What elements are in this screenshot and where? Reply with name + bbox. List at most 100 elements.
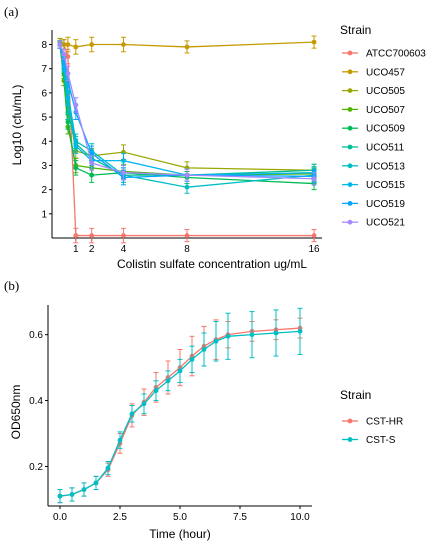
panel-a-legend-label-uco511: UCO511 — [366, 143, 405, 154]
panel-b-point-cst-s — [273, 330, 279, 336]
panel-b-point-cst-s — [117, 437, 123, 443]
panel-b-legend-label-cst-s: CST-S — [366, 435, 396, 446]
panel-a-legend-marker-uco519 — [347, 201, 353, 206]
panel-b-point-cst-s — [189, 356, 195, 362]
panel-a-legend-label-uco457: UCO457 — [366, 67, 405, 78]
panel-a-legend-label-uco507: UCO507 — [366, 105, 405, 116]
panel-b-point-cst-s — [165, 378, 171, 384]
panel-a-point-uco515 — [65, 95, 71, 101]
panel-a-point-uco521 — [184, 172, 190, 178]
panel-b-y-tick-label: 0.4 — [29, 396, 43, 407]
panel-b-y-tick-label: 0.2 — [29, 462, 43, 473]
panel-a-y-tick-label: 2 — [41, 185, 47, 196]
panel-a-point-atcc700603 — [121, 233, 126, 238]
panel-a-point-atcc700603 — [311, 233, 317, 238]
panel-b-point-cst-s — [225, 333, 231, 339]
panel-a-point-uco521 — [57, 42, 63, 47]
panel-a-point-uco457 — [184, 44, 190, 50]
panel-a-x-tick-label: 16 — [308, 244, 320, 255]
panel-a-point-uco521 — [121, 170, 126, 176]
panel-a-legend-label-uco515: UCO515 — [366, 180, 405, 191]
panel-a-legend-marker-uco513 — [347, 163, 353, 169]
panel-b-x-tick-label: 2.5 — [113, 512, 127, 523]
panel-a-point-uco457 — [89, 42, 95, 47]
panel-b-point-cst-s — [213, 338, 219, 344]
panel-a-legend-label-uco519: UCO519 — [366, 199, 405, 210]
panel-a-point-uco511 — [65, 109, 71, 115]
panel-a-x-tick-label: 4 — [121, 244, 127, 255]
panel-a-point-uco509 — [65, 119, 71, 125]
panel-b-point-cst-s — [201, 347, 207, 352]
panel-a-point-uco515 — [121, 158, 126, 164]
panel-a-point-uco521 — [311, 176, 317, 182]
panel-a-y-tick-label: 7 — [41, 64, 47, 75]
panel-b-point-cst-s — [69, 492, 75, 497]
panel-a-legend-marker-atcc700603 — [347, 50, 353, 56]
panel-a-series-line-atcc700603 — [59, 41, 315, 237]
panel-b-x-tick-label: 10.0 — [290, 512, 310, 523]
panel-a-legend-label-uco513: UCO513 — [366, 161, 405, 172]
panel-a-point-uco457 — [65, 42, 71, 47]
panel-a-point-uco521 — [61, 51, 67, 57]
panel-a-x-tick-label: 8 — [184, 244, 190, 255]
panel-b-legend-title: Strain — [340, 388, 371, 402]
panel-b-legend-marker-cst-hr — [347, 418, 353, 424]
panel-b-plot: 0.2 0.4 0.6 0.0 2.5 5.0 7.5 10.0 — [29, 305, 312, 523]
panel-b-x-tick-label: 5.0 — [173, 512, 187, 523]
panel-a-x-tick-label: 2 — [89, 244, 95, 255]
panel-b-y-tick-label: 0.6 — [29, 330, 43, 341]
panel-a-series-line-uco519 — [59, 44, 315, 179]
panel-a-label: (a) — [4, 4, 18, 19]
panel-a-point-atcc700603 — [73, 233, 79, 238]
panel-b-legend: CST-HR CST-S — [342, 417, 403, 446]
panel-b-x-tick-label: 7.5 — [233, 512, 247, 523]
panel-b-label: (b) — [4, 278, 19, 293]
panel-a-point-uco509 — [89, 172, 95, 178]
panel-a-legend-marker-uco457 — [347, 69, 353, 75]
panel-a-point-uco513 — [184, 184, 190, 190]
panel-a-y-tick-label: 3 — [41, 161, 47, 172]
panel-a-legend-marker-uco509 — [347, 125, 353, 131]
panel-b-point-cst-s — [57, 493, 63, 499]
panel-b-y-axis-title: OD650nm — [9, 385, 23, 440]
panel-a-legend-marker-uco511 — [347, 144, 353, 150]
panel-a-legend-label-uco509: UCO509 — [366, 124, 405, 135]
panel-b-point-cst-s — [177, 368, 183, 374]
panel-a-legend-label-uco505: UCO505 — [366, 86, 405, 97]
panel-b-point-cst-s — [249, 332, 255, 338]
panel-b-point-cst-s — [105, 465, 111, 471]
panel-a-y-axis-title: Log10 (cfu/mL) — [10, 85, 24, 166]
panel-a-y-tick-label: 6 — [41, 88, 47, 99]
panel-a-point-uco521 — [65, 71, 71, 76]
panel-b-point-cst-s — [297, 328, 303, 334]
panel-b-legend-marker-cst-s — [347, 437, 353, 442]
panel-b-x-axis-title: Time (hour) — [149, 527, 211, 541]
panel-a-legend-marker-uco521 — [347, 219, 353, 225]
panel-a-legend-marker-uco507 — [347, 107, 353, 112]
panel-a-legend-label-atcc700603: ATCC700603 — [366, 49, 426, 60]
panel-b-x-tick-label: 0.0 — [53, 512, 67, 523]
panel-a-legend-marker-uco505 — [347, 88, 353, 93]
panel-a-x-tick-label: 1 — [73, 244, 79, 255]
panel-a-y-tick-label: 8 — [41, 40, 47, 51]
panel-a-series-line-uco505 — [59, 41, 315, 171]
panel-b: (b) 0.2 0.4 0.6 0.0 2.5 5.0 7.5 10.0 Time (hour… — [4, 278, 403, 541]
panel-a-legend-title: Strain — [340, 23, 371, 37]
panel-a-point-uco457 — [73, 44, 79, 50]
panel-a-y-tick-label: 1 — [41, 209, 47, 220]
panel-b-point-cst-s — [93, 480, 99, 486]
panel-a-point-atcc700603 — [65, 54, 71, 60]
panel-a-point-uco521 — [73, 102, 79, 108]
panel-a-series-line-uco521 — [59, 44, 315, 180]
panel-a-point-uco509 — [73, 165, 79, 171]
panel-a-point-uco515 — [73, 143, 79, 149]
panel-a-y-tick-label: 5 — [41, 113, 47, 124]
panel-a-point-uco457 — [311, 39, 317, 45]
panel-b-point-cst-s — [81, 487, 87, 492]
panel-b-point-cst-s — [129, 411, 135, 417]
panel-a-point-atcc700603 — [89, 233, 95, 238]
panel-b-legend-label-cst-hr: CST-HR — [366, 417, 403, 428]
panel-a-point-uco519 — [89, 150, 95, 156]
